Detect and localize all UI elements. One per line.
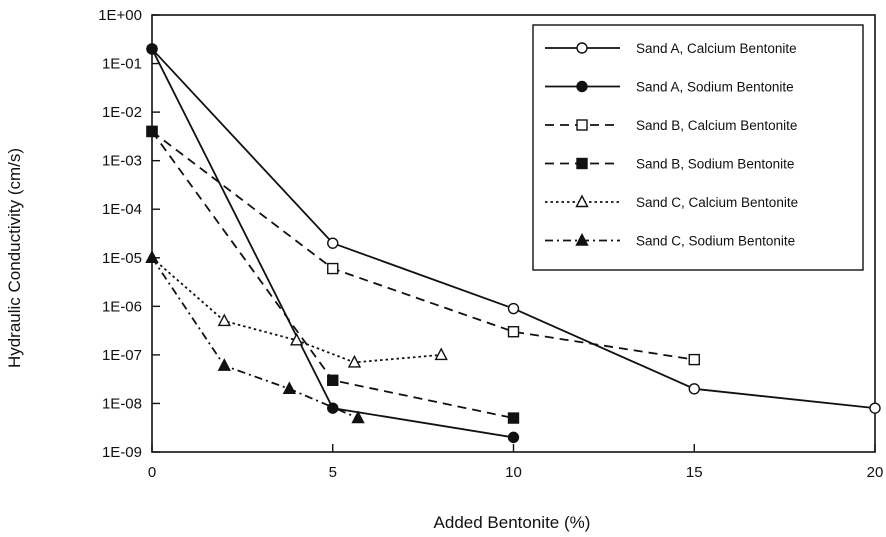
legend-label: Sand A, Sodium Bentonite [636,80,794,95]
data-point [688,353,700,366]
x-tick-label: 20 [867,464,884,481]
legend-marker [576,119,588,131]
legend-label: Sand B, Sodium Bentonite [636,157,794,172]
legend-marker [576,157,588,170]
plot-area [145,43,881,444]
legend-marker [575,194,589,208]
data-point [347,354,362,368]
data-point [282,381,297,395]
data-point [327,237,339,249]
y-tick-label: 1E-09 [102,444,142,461]
x-tick-label: 10 [505,464,522,481]
series-4 [146,125,520,424]
data-point [507,431,520,444]
y-tick-label: 1E-05 [102,250,142,267]
y-tick-label: 1E-03 [102,153,142,170]
y-tick-label: 1E-06 [102,298,142,315]
data-point [688,383,700,395]
y-tick-label: 1E-07 [102,347,142,364]
series-line [151,130,695,361]
data-point [869,402,881,414]
legend-box [532,24,864,271]
legend-marker [576,42,588,54]
legend-label: Sand A, Calcium Bentonite [636,41,797,56]
axes: 1E+00 1E-01 1E-02 1E-03 1E-04 1E-05 1E-06 1E-07… [98,7,883,481]
y-tick-label: 1E-04 [102,201,142,218]
y-tick-label: 1E-08 [102,395,142,412]
series-line [151,257,359,419]
legend-label: Sand C, Sodium Bentonite [636,234,795,249]
y-axis-title: Hydraulic Conductivity (cm/s) [5,148,24,368]
y-tick-label: 1E-02 [102,104,142,121]
x-tick-label: 5 [329,464,337,481]
data-point [217,358,231,371]
data-point [351,410,365,424]
data-point [289,332,304,346]
series-6 [145,250,365,424]
x-tick-label: 0 [148,464,156,481]
x-tick-label: 15 [686,464,703,481]
legend-marker [575,232,589,246]
data-point [434,347,448,361]
data-point [146,43,158,55]
data-point [507,302,520,315]
legend-marker [576,80,588,93]
data-point [146,125,158,138]
y-tick-label: 1E+00 [98,7,142,24]
data-point [145,250,159,263]
x-axis-title: Added Bentonite (%) [434,513,591,532]
data-point [327,262,339,275]
legend: Sand A, Calcium Bentonite Sand A, Sodium … [532,24,864,271]
y-tick-label: 1E-01 [102,56,142,73]
data-point [217,313,231,327]
legend-label: Sand C, Calcium Bentonite [636,195,798,210]
data-point [327,374,339,386]
data-point [507,412,520,424]
legend-label: Sand B, Calcium Bentonite [636,118,797,133]
data-point [507,326,520,338]
